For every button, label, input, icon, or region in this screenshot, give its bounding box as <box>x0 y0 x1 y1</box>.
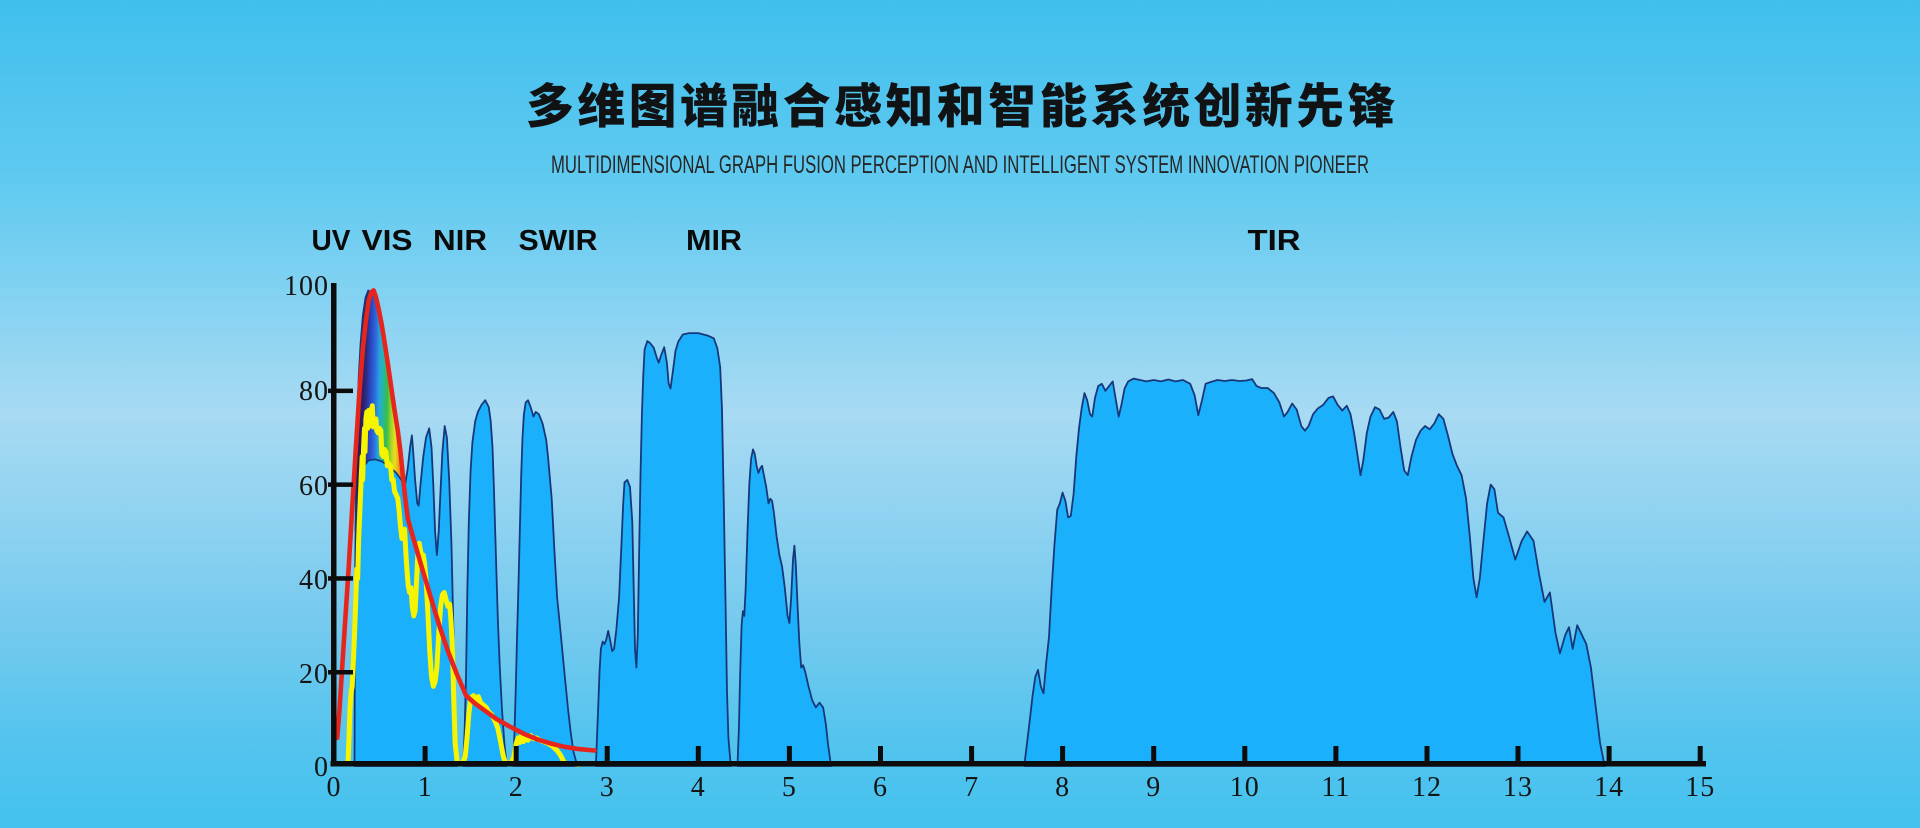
svg-text:13: 13 <box>1503 772 1533 803</box>
svg-text:5: 5 <box>782 772 797 803</box>
svg-text:40: 40 <box>299 565 329 596</box>
svg-text:7: 7 <box>964 772 979 803</box>
svg-text:SWIR: SWIR <box>519 225 598 257</box>
svg-text:100: 100 <box>284 271 329 302</box>
svg-text:60: 60 <box>299 471 329 502</box>
svg-text:0: 0 <box>327 772 342 803</box>
svg-text:11: 11 <box>1321 772 1350 803</box>
svg-text:2: 2 <box>509 772 524 803</box>
svg-text:6: 6 <box>873 772 888 803</box>
svg-text:8: 8 <box>1055 772 1070 803</box>
svg-text:20: 20 <box>299 659 329 690</box>
svg-text:NIR: NIR <box>433 225 487 257</box>
svg-text:TIR: TIR <box>1248 225 1301 257</box>
svg-text:MIR: MIR <box>686 225 742 257</box>
svg-text:4: 4 <box>691 772 706 803</box>
svg-text:10: 10 <box>1230 772 1260 803</box>
svg-text:VIS: VIS <box>362 225 413 257</box>
svg-text:15: 15 <box>1685 772 1715 803</box>
svg-text:9: 9 <box>1146 772 1161 803</box>
svg-text:14: 14 <box>1594 772 1624 803</box>
svg-text:0: 0 <box>314 752 329 783</box>
svg-text:1: 1 <box>418 772 433 803</box>
svg-text:80: 80 <box>299 376 329 407</box>
svg-text:MULTIDIMENSIONAL GRAPH FUSION: MULTIDIMENSIONAL GRAPH FUSION PERCEPTION… <box>551 151 1369 179</box>
svg-text:12: 12 <box>1412 772 1442 803</box>
svg-text:UV: UV <box>312 225 352 257</box>
svg-text:3: 3 <box>600 772 615 803</box>
